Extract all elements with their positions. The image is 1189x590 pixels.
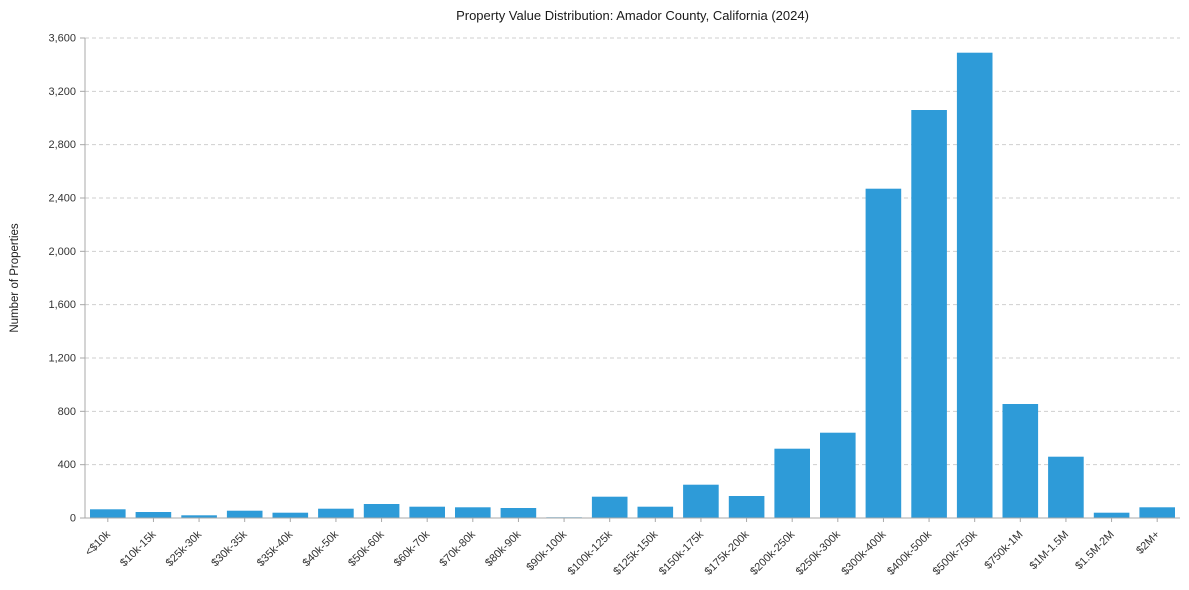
x-tick-label: $35k-40k: [255, 528, 296, 569]
x-tick-label: $10k-15k: [118, 528, 159, 569]
x-tick-label: $300k-400k: [839, 528, 888, 577]
bar-16: [820, 432, 856, 518]
x-tick-label: $80k-90k: [483, 528, 524, 569]
x-tick-label: $400k-500k: [885, 528, 934, 577]
y-tick-label: 1,200: [48, 353, 76, 365]
bar-4: [272, 512, 309, 518]
chart-title: Property Value Distribution: Amador Coun…: [456, 8, 809, 23]
x-tick-label: $500k-750k: [931, 528, 980, 577]
x-tick-label: $100k-125k: [566, 528, 615, 577]
x-tick-label: $40k-50k: [301, 528, 342, 569]
bar-17: [865, 188, 902, 518]
x-tick-label: $25k-30k: [164, 528, 205, 569]
bar-2: [181, 515, 217, 518]
bar-1: [135, 512, 172, 518]
x-tick-label: $2M+: [1134, 529, 1162, 557]
x-tick-label: <$10k: [83, 528, 113, 558]
y-tick-label: 3,600: [48, 33, 76, 45]
bar-0: [90, 509, 126, 518]
y-tick-label: 1,600: [48, 299, 76, 311]
x-tick-label: $1M-1.5M: [1028, 529, 1072, 573]
bar-20: [1002, 404, 1039, 518]
x-tick-label: $250k-300k: [794, 528, 843, 577]
bar-8: [455, 507, 491, 518]
y-tick-label: 2,800: [48, 139, 76, 151]
x-tick-label: $30k-35k: [209, 528, 250, 569]
x-tick-label: $70k-80k: [437, 528, 478, 569]
y-tick-label: 3,200: [48, 86, 76, 98]
bar-12: [637, 506, 674, 518]
bar-19: [956, 52, 993, 518]
bar-22: [1093, 512, 1130, 518]
bar-14: [728, 496, 765, 518]
x-tick-label: $90k-100k: [524, 528, 569, 573]
bar-21: [1048, 456, 1084, 518]
bar-23: [1139, 507, 1175, 518]
y-tick-label: 0: [70, 513, 76, 525]
bar-9: [500, 508, 537, 518]
y-tick-label: 400: [58, 459, 76, 471]
bar-13: [683, 484, 719, 518]
y-tick-label: 2,400: [48, 193, 76, 205]
bar-3: [226, 510, 263, 518]
bar-7: [409, 506, 445, 518]
bar-15: [774, 448, 810, 518]
x-tick-label: $175k-200k: [703, 528, 752, 577]
bar-5: [318, 508, 354, 518]
y-tick-label: 800: [58, 406, 76, 418]
bar-6: [363, 504, 400, 518]
x-tick-label: $1.5M-2M: [1073, 529, 1117, 573]
x-tick-label: $50k-60k: [346, 528, 387, 569]
bar-11: [591, 496, 628, 518]
y-tick-label: 2,000: [48, 246, 76, 258]
x-tick-label: $60k-70k: [392, 528, 433, 569]
x-tick-label: $125k-150k: [611, 528, 660, 577]
x-tick-label: $200k-250k: [748, 528, 797, 577]
x-tick-label: $750k-1M: [982, 529, 1025, 572]
bar-18: [911, 110, 947, 518]
x-tick-label: $150k-175k: [657, 528, 706, 577]
